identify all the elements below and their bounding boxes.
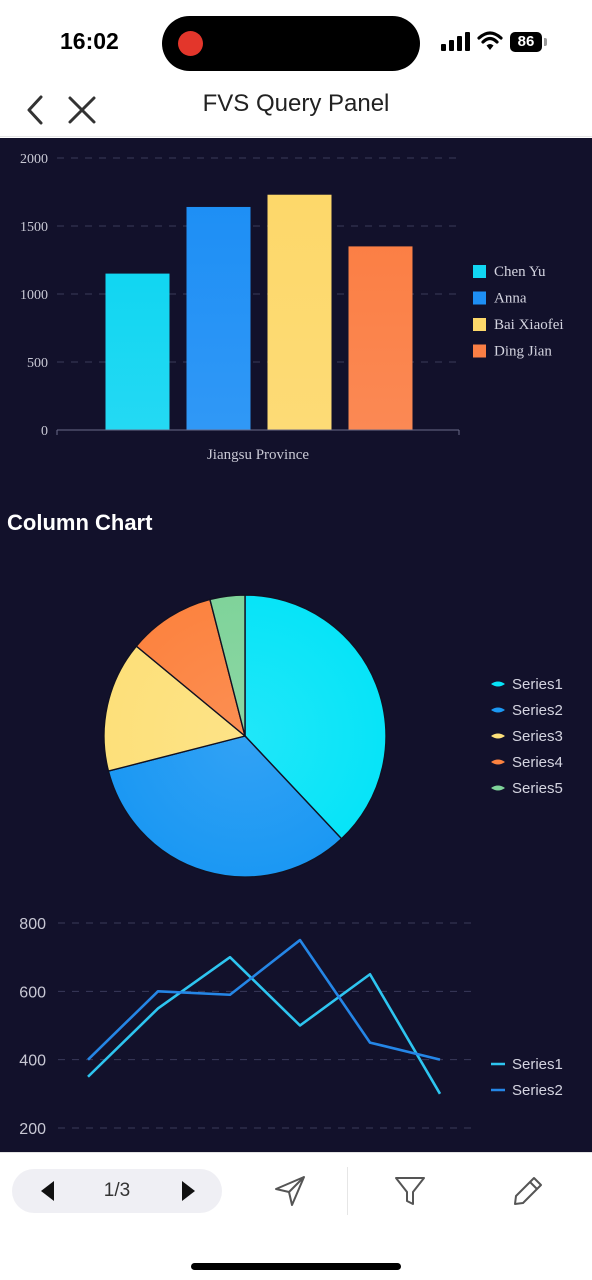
bar-legend-label[interactable]: Ding Jian — [494, 344, 552, 360]
wifi-icon — [477, 31, 503, 50]
next-page-icon[interactable] — [176, 1179, 200, 1203]
line-series-series2[interactable] — [87, 938, 441, 1061]
bar-chart: 0 500 1000 1500 2000 Jiangsu Province Chen Yu… — [20, 152, 564, 463]
bar-y-tick-label: 0 — [41, 424, 48, 439]
pie-legend-label[interactable]: Series4 — [512, 754, 563, 771]
status-time: 16:02 — [60, 28, 119, 54]
bar-ding-jian[interactable] — [348, 246, 413, 430]
page-indicator: 1/3 — [103, 1180, 131, 1201]
pie-legend-icon — [491, 707, 505, 713]
cellular-signal-icon — [441, 32, 470, 51]
line-series-series1[interactable] — [87, 955, 442, 1095]
edit-icon[interactable] — [510, 1173, 546, 1209]
bar-anna[interactable] — [186, 206, 251, 430]
page-title: FVS Query Panel — [202, 90, 390, 117]
bar-bai-xiaofei[interactable] — [267, 194, 332, 430]
pie-legend-icon — [491, 681, 505, 687]
pie-legend-icon — [491, 733, 505, 739]
bar-legend-swatch — [473, 265, 486, 278]
filter-icon[interactable] — [392, 1173, 428, 1209]
status-bar: 16:02 86 — [0, 0, 592, 84]
back-icon[interactable] — [22, 90, 48, 130]
dynamic-island — [162, 16, 420, 71]
close-icon[interactable] — [66, 92, 98, 128]
bar-legend-swatch — [473, 344, 486, 358]
bar-legend-swatch — [473, 318, 486, 331]
pie-slice-series4[interactable] — [135, 598, 247, 738]
battery-tip — [544, 38, 547, 46]
pie-chart: Series1 Series2 Series3 Series4 Series5 — [103, 594, 563, 878]
line-chart: 200 400 600 800 Series1 Series2 — [19, 916, 563, 1138]
pie-legend-label[interactable]: Series1 — [512, 676, 563, 693]
line-legend-label[interactable]: Series1 — [512, 1056, 563, 1073]
previous-page-icon[interactable] — [36, 1179, 60, 1203]
pie-slice-series2[interactable] — [107, 735, 343, 878]
bar-y-tick-label: 2000 — [20, 152, 48, 167]
pie-legend-icon — [491, 785, 505, 791]
battery-level: 86 — [510, 32, 542, 52]
recording-indicator-icon — [178, 31, 203, 56]
pie-slice-series3[interactable] — [103, 645, 247, 772]
bar-legend-label[interactable]: Anna — [494, 291, 527, 307]
bar-x-category-label: Jiangsu Province — [207, 447, 309, 463]
line-y-tick-label: 400 — [19, 1053, 46, 1070]
pager: 1/3 — [12, 1169, 222, 1213]
bar-legend-label[interactable]: Bai Xiaofei — [494, 317, 564, 333]
line-y-tick-label: 200 — [19, 1121, 46, 1138]
pie-slice-series1[interactable] — [244, 594, 387, 840]
pie-slice-series5[interactable] — [209, 594, 246, 737]
bar-y-tick-label: 1000 — [20, 288, 48, 303]
line-y-tick-label: 600 — [19, 984, 46, 1001]
toolbar-divider — [347, 1167, 348, 1215]
bar-chen-yu[interactable] — [105, 273, 170, 430]
nav-bar: FVS Query Panel — [0, 84, 592, 137]
section-title: Column Chart — [7, 510, 153, 535]
pie-legend-label[interactable]: Series5 — [512, 780, 563, 797]
pie-legend-label[interactable]: Series2 — [512, 702, 563, 719]
pie-legend-icon — [491, 759, 505, 765]
bottom-toolbar: 1/3 — [0, 1152, 592, 1280]
home-indicator — [191, 1263, 401, 1270]
send-icon[interactable] — [272, 1173, 308, 1209]
dashboard-content: 0 500 1000 1500 2000 Jiangsu Province Chen Yu… — [0, 138, 592, 1152]
bar-y-tick-label: 1500 — [20, 220, 48, 235]
line-legend-label[interactable]: Series2 — [512, 1082, 563, 1099]
bar-y-tick-label: 500 — [27, 356, 48, 371]
pie-legend-label[interactable]: Series3 — [512, 728, 563, 745]
line-y-tick-label: 800 — [19, 916, 46, 933]
bar-legend-swatch — [473, 291, 486, 305]
bar-legend-label[interactable]: Chen Yu — [494, 264, 546, 280]
